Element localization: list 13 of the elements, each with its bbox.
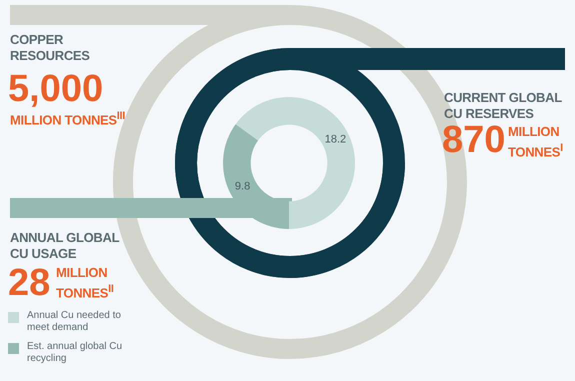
- text: MILLION TONNES$^{II}$: [56, 265, 115, 302]
- text: 28: [8, 262, 50, 304]
- legend-label: Est. annual global Cu recycling: [27, 341, 124, 365]
- legend-label: Annual Cu needed to meet demand: [27, 310, 122, 334]
- data-label: 9.8: [234, 180, 250, 193]
- text: COPPER RESOURCES: [10, 32, 91, 64]
- text: MILLION TONNES$^{I}$: [508, 124, 564, 160]
- data-label: 18.2: [324, 133, 346, 146]
- text: 870: [442, 119, 506, 161]
- text: ANNUAL GLOBAL CU USAGE: [10, 230, 120, 262]
- text: MILLION TONNES$^{III}$: [10, 110, 125, 128]
- text: CURRENT GLOBAL CU RESERVES: [444, 90, 563, 122]
- text: 5,000: [8, 68, 104, 110]
